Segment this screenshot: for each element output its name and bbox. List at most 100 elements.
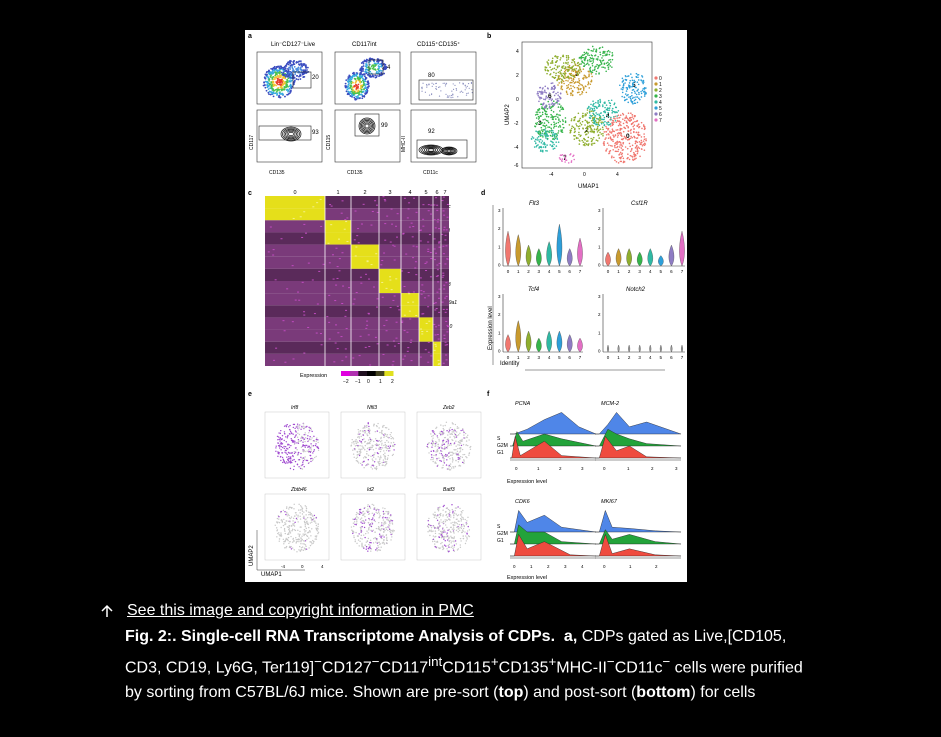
- feature-cell-dot: [384, 516, 387, 519]
- heatmap-texture: [442, 362, 445, 364]
- panel-a-ylabel-1: CD117: [249, 135, 255, 150]
- umap-cell-dot: [645, 87, 647, 89]
- feature-cell-dot: [359, 444, 361, 447]
- flow-event-dot: [449, 95, 451, 97]
- feature-cell-dot: [314, 538, 316, 540]
- umap-cell-dot: [566, 59, 568, 61]
- feature-cell-dot: [306, 516, 309, 519]
- umap-legend-label: 1: [659, 82, 662, 88]
- umap-cell-dot: [588, 73, 590, 75]
- feature-cell-dot: [446, 459, 448, 461]
- heatmap-cell-block: [265, 232, 325, 245]
- heatmap-texture: [312, 206, 315, 208]
- panel-a-gate-bottom-2: 99: [381, 123, 388, 129]
- feature-cell-dot: [356, 542, 358, 545]
- heatmap-texture: [429, 252, 432, 254]
- heatmap-texture: [423, 297, 426, 299]
- feature-cell-dot: [302, 441, 304, 443]
- umap-cell-dot: [578, 63, 581, 66]
- feature-cell-dot: [287, 526, 289, 528]
- feature-cell-dot: [301, 509, 303, 511]
- umap-cell-dot: [595, 121, 598, 124]
- feature-cell-dot: [441, 541, 443, 544]
- umap-cell-dot: [596, 59, 599, 61]
- umap-cell-dot: [626, 139, 629, 141]
- feature-cell-dot: [302, 423, 305, 425]
- feature-cell-dot: [292, 524, 295, 526]
- heatmap-texture: [438, 246, 441, 248]
- flow-event-dot: [353, 92, 356, 95]
- heatmap-texture: [429, 276, 432, 278]
- feature-cell-dot: [302, 459, 305, 462]
- heatmap-texture: [371, 210, 374, 212]
- umap-cell-dot: [556, 65, 559, 68]
- flow-event-dot: [349, 77, 352, 79]
- feature-cell-dot: [386, 536, 388, 538]
- umap-cell-dot: [581, 61, 584, 64]
- heatmap-texture: [445, 354, 448, 356]
- feature-cell-dot: [441, 433, 444, 436]
- flow-gate: [418, 79, 474, 101]
- feature-cell-dot: [300, 547, 303, 549]
- flow-event-dot: [362, 61, 364, 63]
- umap-cell-dot: [578, 78, 580, 80]
- flow-event-dot: [265, 89, 268, 92]
- umap-cell-dot: [631, 116, 634, 118]
- feature-cell-dot: [382, 525, 384, 527]
- feature-cell-dot: [368, 517, 370, 520]
- heatmap-texture: [407, 347, 410, 349]
- heatmap-texture: [364, 346, 367, 348]
- feature-cell-dot: [374, 438, 377, 440]
- umap-cell-dot: [538, 139, 540, 141]
- umap-cell-dot: [598, 119, 601, 122]
- feature-cell-dot: [382, 517, 384, 519]
- umap-cell-dot: [586, 60, 589, 62]
- flow-event-dot: [356, 84, 358, 87]
- feature-cell-dot: [369, 544, 371, 547]
- flow-event-dot: [295, 78, 298, 80]
- heatmap-texture: [446, 324, 449, 326]
- heatmap-texture: [392, 244, 395, 246]
- feature-cell-dot: [286, 538, 288, 541]
- heatmap-texture: [358, 355, 361, 357]
- feature-cell-dot: [381, 430, 383, 432]
- umap-cell-dot: [603, 141, 605, 143]
- feature-cell-dot: [285, 538, 287, 541]
- umap-cell-dot: [556, 79, 558, 82]
- heatmap-texture: [424, 349, 427, 351]
- ridge-gene-label: MKI67: [601, 499, 618, 505]
- umap-legend-swatch: [654, 100, 658, 104]
- umap-cell-dot: [583, 51, 586, 54]
- flow-contour: [424, 146, 438, 154]
- feature-cell-dot: [435, 426, 438, 429]
- umap-cell-dot: [613, 135, 615, 138]
- feature-cell-dot: [313, 449, 316, 451]
- flow-event-dot: [285, 89, 288, 91]
- umap-cell-dot: [564, 67, 567, 69]
- flow-event-dot: [275, 67, 277, 70]
- umap-cell-dot: [602, 134, 604, 137]
- heatmap-texture: [357, 228, 360, 230]
- feature-cell-dot: [367, 504, 369, 506]
- feature-cell-dot: [311, 445, 313, 447]
- umap-cell-dot: [631, 85, 633, 88]
- umap-cell-dot: [636, 152, 639, 155]
- heatmap-texture: [328, 338, 331, 340]
- feature-cell-dot: [286, 423, 288, 426]
- umap-cell-dot: [540, 91, 543, 94]
- flow-event-dot: [360, 93, 363, 96]
- heatmap-cell-block: [265, 293, 325, 306]
- umap-cell-dot: [576, 81, 579, 83]
- umap-cell-dot: [551, 144, 554, 147]
- feature-cell-dot: [290, 535, 292, 538]
- feature-cell-dot: [304, 531, 306, 533]
- umap-cell-dot: [548, 126, 551, 129]
- heatmap-texture: [374, 200, 377, 202]
- feature-cell-dot: [283, 461, 285, 463]
- umap-cell-dot: [589, 83, 592, 86]
- feature-cell-dot: [277, 442, 279, 444]
- flow-event-dot: [426, 86, 428, 88]
- umap-cell-dot: [581, 139, 584, 142]
- feature-cell-dot: [305, 426, 307, 428]
- flow-event-dot: [362, 68, 364, 71]
